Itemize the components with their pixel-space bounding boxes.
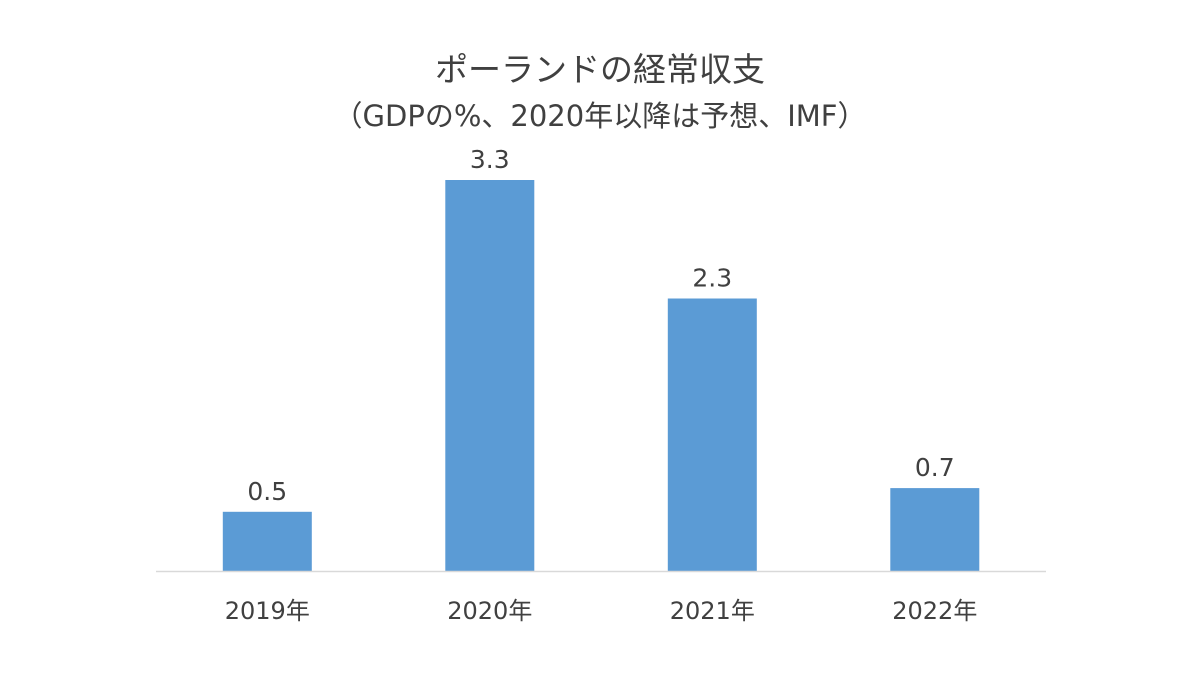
value-label-2: 2.3 xyxy=(692,264,732,293)
bar-2 xyxy=(667,298,757,571)
bar-0 xyxy=(222,511,312,571)
bar-3 xyxy=(890,488,980,571)
category-label-1: 2020年 xyxy=(447,597,532,625)
bars-layer xyxy=(222,180,980,571)
value-label-3: 0.7 xyxy=(915,453,955,482)
category-label-0: 2019年 xyxy=(225,597,310,625)
value-label-1: 3.3 xyxy=(470,145,510,174)
category-labels-layer: 2019年 2020年 2021年 2022年 xyxy=(225,597,978,625)
chart-subtitle: （GDPの%、2020年以降は予想、IMF） xyxy=(333,99,867,133)
category-label-3: 2022年 xyxy=(892,597,977,625)
value-labels-layer: 0.5 3.3 2.3 0.7 xyxy=(247,145,954,506)
category-label-2: 2021年 xyxy=(670,597,755,625)
value-label-0: 0.5 xyxy=(247,477,287,506)
chart-title: ポーランドの経常収支 xyxy=(435,50,765,89)
bar-1 xyxy=(445,180,535,571)
